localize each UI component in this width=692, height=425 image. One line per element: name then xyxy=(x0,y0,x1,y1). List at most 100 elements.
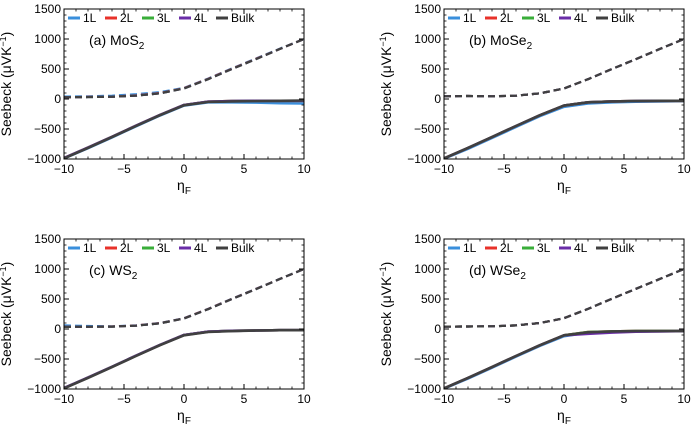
y-tick-label: 1500 xyxy=(34,232,61,246)
x-tick-label: 10 xyxy=(297,162,311,176)
legend-entry-label: 4L xyxy=(194,11,208,25)
series-line-1l-n-type xyxy=(64,101,304,159)
series-line-1l-n-type xyxy=(64,328,304,389)
x-tick-label: −5 xyxy=(117,392,131,406)
y-tick-label: 500 xyxy=(421,292,441,306)
panel-label: (d) WSe2 xyxy=(469,262,526,282)
x-axis-label-main: η xyxy=(557,407,565,423)
y-tick-label: −1000 xyxy=(407,152,441,166)
x-tick-label: 0 xyxy=(181,162,188,176)
series-line-4l-n-type xyxy=(444,329,684,389)
x-axis-label: ηF xyxy=(557,177,571,197)
y-axis-label-close: ) xyxy=(0,32,14,37)
legend-entry-label: 1L xyxy=(463,241,477,255)
x-axis-label: ηF xyxy=(557,407,571,425)
x-axis-label-main: η xyxy=(177,407,185,423)
y-tick-label: 1000 xyxy=(34,32,61,46)
legend-entry-label: Bulk xyxy=(611,11,635,25)
y-tick-label: 500 xyxy=(41,62,61,76)
legend-entry-label: Bulk xyxy=(611,241,635,255)
y-tick-label: −1000 xyxy=(407,382,441,396)
y-tick-label: −500 xyxy=(34,122,61,136)
y-tick-label: −1000 xyxy=(27,382,61,396)
series-line-3l-n-type xyxy=(64,99,304,159)
y-axis-label-main: Seebeck (μVK xyxy=(0,276,14,366)
y-axis-label-main: Seebeck (μVK xyxy=(378,46,394,136)
y-tick-label: −500 xyxy=(34,352,61,366)
y-axis-label-sup: −1 xyxy=(378,266,388,276)
x-tick-label: 10 xyxy=(677,162,691,176)
panel-label: (a) MoS2 xyxy=(89,32,145,52)
panel-a: −10 −5 0 5 10 −1000 −500 0 500 1000 1500 ηF Seebeck … xyxy=(0,2,311,197)
legend-entry-label: 1L xyxy=(83,241,97,255)
series-line-2l-n-type xyxy=(444,329,684,389)
x-tick-label: 0 xyxy=(561,392,568,406)
x-tick-label: 5 xyxy=(621,392,628,406)
legend-entry-label: 2L xyxy=(120,11,134,25)
x-tick-label: −10 xyxy=(54,162,75,176)
panel-label-main: (c) WS xyxy=(89,262,132,278)
data-lines xyxy=(444,37,684,159)
x-tick-label: −10 xyxy=(434,392,455,406)
panel-label-main: (a) MoS xyxy=(89,32,139,48)
legend-entry-label: 1L xyxy=(463,11,477,25)
y-tick-label: 0 xyxy=(54,92,61,106)
legend-entry-label: 3L xyxy=(537,11,551,25)
y-axis-label-sup: −1 xyxy=(378,36,388,46)
y-axis-label: Seebeck (μVK−1) xyxy=(0,32,14,137)
panel-c: −10 −5 0 5 10 −1000 −500 0 500 1000 1500 ηF Seebeck … xyxy=(0,232,311,425)
y-tick-label: −1000 xyxy=(27,152,61,166)
series-line-1l-n-type xyxy=(444,99,684,159)
y-axis-label-main: Seebeck (μVK xyxy=(378,276,394,366)
y-axis-label-close: ) xyxy=(378,262,394,267)
series-line-4l-n-type xyxy=(64,99,304,159)
legend-entry-label: 4L xyxy=(574,241,588,255)
x-axis-label-main: η xyxy=(557,177,565,193)
y-tick-label: 1000 xyxy=(414,32,441,46)
legend-entry-label: 3L xyxy=(157,241,171,255)
x-axis-label-sub: F xyxy=(565,186,571,197)
x-tick-label: 0 xyxy=(561,162,568,176)
series-line-bulk-n-type xyxy=(64,99,304,159)
x-tick-label: −10 xyxy=(54,392,75,406)
data-lines xyxy=(444,267,684,389)
legend: 1L 2L 3L 4L Bulk xyxy=(68,11,255,25)
series-line-4l-n-type xyxy=(444,99,684,159)
y-tick-label: 1500 xyxy=(414,232,441,246)
panel-label-sub: 2 xyxy=(132,271,138,282)
y-tick-label: −500 xyxy=(414,122,441,136)
series-line-2l-n-type xyxy=(64,99,304,159)
legend-entry-label: 3L xyxy=(157,11,171,25)
panel-label-main: (b) MoSe xyxy=(469,32,527,48)
series-line-1l-n-type xyxy=(444,329,684,389)
panel-label-sub: 2 xyxy=(139,41,145,52)
y-tick-label: 1500 xyxy=(34,2,61,16)
panel-label-sub: 2 xyxy=(527,41,533,52)
panel-label-main: (d) WSe xyxy=(469,262,521,278)
x-tick-label: 5 xyxy=(241,162,248,176)
x-axis-label-sub: F xyxy=(565,416,571,425)
y-tick-label: 500 xyxy=(421,62,441,76)
y-axis-label-sup: −1 xyxy=(0,36,8,46)
y-tick-label: 0 xyxy=(434,92,441,106)
y-tick-label: 500 xyxy=(41,292,61,306)
y-axis-label: Seebeck (μVK−1) xyxy=(378,32,394,137)
series-line-2l-n-type xyxy=(444,99,684,159)
x-tick-label: 10 xyxy=(677,392,691,406)
y-axis-label-close: ) xyxy=(0,262,14,267)
y-axis-label-close: ) xyxy=(378,32,394,37)
data-lines xyxy=(64,267,304,389)
y-axis-label: Seebeck (μVK−1) xyxy=(378,262,394,367)
series-line-3l-n-type xyxy=(444,99,684,159)
x-tick-label: 5 xyxy=(621,162,628,176)
series-line-2l-n-type xyxy=(64,328,304,389)
x-axis-label-main: η xyxy=(177,177,185,193)
data-lines xyxy=(64,37,304,159)
x-tick-label: 0 xyxy=(181,392,188,406)
series-line-4l-n-type xyxy=(64,328,304,389)
x-tick-label: −5 xyxy=(117,162,131,176)
legend-entry-label: 1L xyxy=(83,11,97,25)
legend: 1L 2L 3L 4L Bulk xyxy=(448,241,635,255)
x-axis-label-sub: F xyxy=(185,416,191,425)
